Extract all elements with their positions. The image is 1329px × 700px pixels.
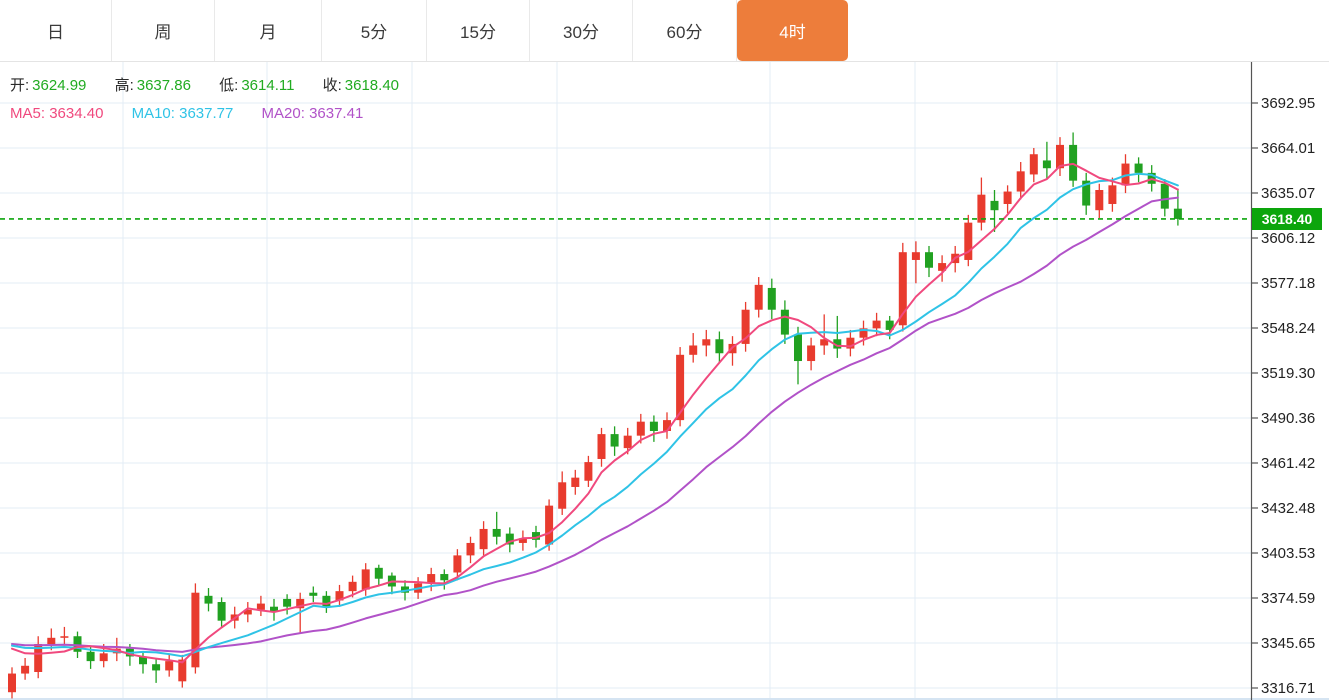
svg-text:3635.07: 3635.07 <box>1261 185 1315 202</box>
svg-text:3548.24: 3548.24 <box>1261 320 1315 337</box>
ma10-readout: MA10: 3637.77 <box>131 105 234 122</box>
low-readout: 低: 3614.11 <box>219 77 295 94</box>
timeframe-tabbar: 日 周 月 5分 15分 30分 60分 4时 <box>0 0 1329 62</box>
svg-text:3692.95: 3692.95 <box>1261 95 1315 112</box>
tab-15min[interactable]: 15分 <box>427 0 530 61</box>
svg-text:3374.59: 3374.59 <box>1261 590 1315 607</box>
svg-text:3316.71: 3316.71 <box>1261 680 1315 697</box>
ma-legend: MA5: 3634.40 MA10: 3637.77 MA20: 3637.41 <box>10 105 387 122</box>
tab-week[interactable]: 周 <box>112 0 215 61</box>
svg-text:3577.18: 3577.18 <box>1261 275 1315 292</box>
svg-text:3432.48: 3432.48 <box>1261 500 1315 517</box>
svg-text:3519.30: 3519.30 <box>1261 365 1315 382</box>
svg-text:3490.36: 3490.36 <box>1261 410 1315 427</box>
svg-text:3606.12: 3606.12 <box>1261 230 1315 247</box>
tab-4hour[interactable]: 4时 <box>737 0 848 61</box>
ohlc-legend: 开: 3624.99 高: 3637.86 低: 3614.11 收: 3618.40 <box>10 74 423 95</box>
open-readout: 开: 3624.99 <box>10 77 87 94</box>
ma20-readout: MA20: 3637.41 <box>261 105 364 122</box>
svg-text:3461.42: 3461.42 <box>1261 455 1315 472</box>
tab-5min[interactable]: 5分 <box>322 0 427 61</box>
candlestick-chart[interactable]: 3692.95 3664.01 3635.07 3606.12 3577.18 3548.… <box>0 62 1329 700</box>
tab-60min[interactable]: 60分 <box>633 0 737 61</box>
tab-month[interactable]: 月 <box>215 0 322 61</box>
svg-text:3403.53: 3403.53 <box>1261 545 1315 562</box>
tab-30min[interactable]: 30分 <box>530 0 633 61</box>
svg-text:3345.65: 3345.65 <box>1261 635 1315 652</box>
ma5-readout: MA5: 3634.40 <box>10 105 104 122</box>
close-readout: 收: 3618.40 <box>322 77 400 94</box>
tab-day[interactable]: 日 <box>0 0 112 61</box>
last-price-badge: 3618.40 <box>1252 208 1322 230</box>
svg-text:3664.01: 3664.01 <box>1261 140 1315 157</box>
high-readout: 高: 3637.86 <box>114 77 191 94</box>
chart-area: 3692.95 3664.01 3635.07 3606.12 3577.18 3548.… <box>0 62 1329 700</box>
